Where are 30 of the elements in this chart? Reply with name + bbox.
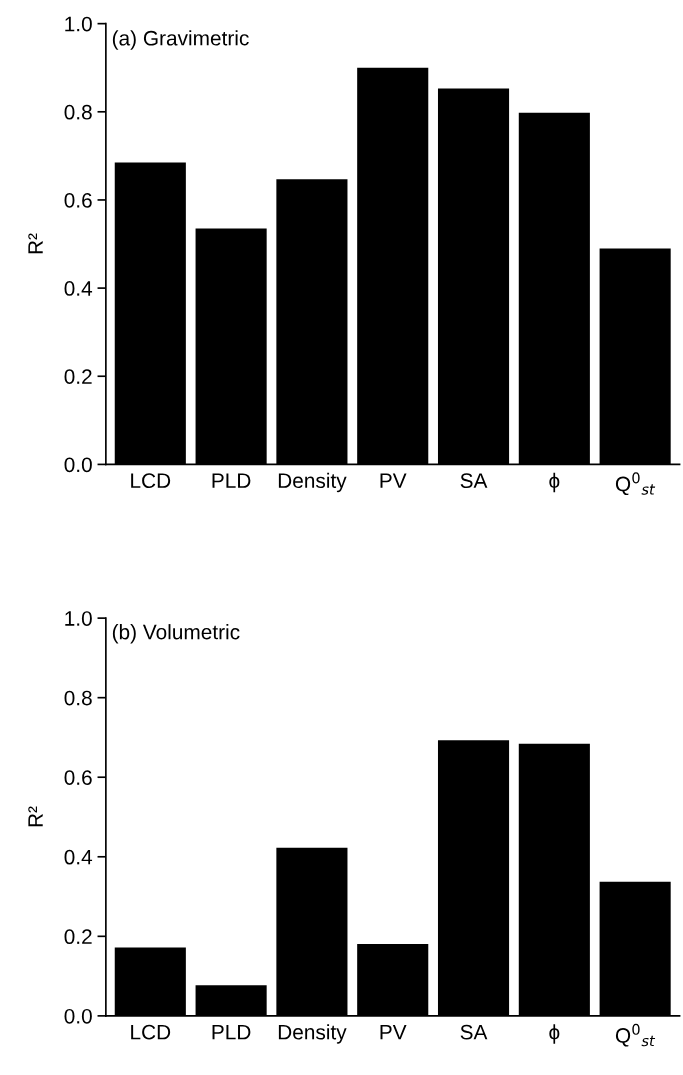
y-tick-label: 0.2	[64, 369, 92, 384]
x-tick-label: LCD	[131, 1024, 171, 1040]
x-tick-label: SA	[460, 473, 488, 489]
x-tick-label: Q$^{0}$$_{st}$	[615, 1023, 656, 1047]
annotation: (b) Volumetric	[112, 624, 240, 644]
x-tick-label: Q$^{0}$$_{st}$	[615, 472, 656, 496]
x-tick-label: SA	[460, 1024, 488, 1040]
y-tick-label: 0.2	[64, 929, 92, 945]
y-tick-label: 0.0	[64, 457, 92, 473]
y-axis-title: R²	[28, 806, 43, 827]
y-tick-label: 0.0	[64, 1008, 92, 1024]
y-tick-label: 1.0	[65, 16, 92, 32]
x-tick-label: LCD	[131, 473, 171, 489]
y-tick-label: 0.8	[64, 690, 92, 706]
y-tick-label: 0.8	[64, 104, 92, 120]
x-tick-label: PLD	[212, 473, 251, 488]
y-axis-title: R²	[28, 233, 43, 254]
x-tick-label: PV	[380, 473, 407, 488]
x-tick-label: ϕ	[549, 1024, 560, 1044]
y-tick-label: 0.4	[64, 281, 93, 296]
x-tick-label: PV	[380, 1024, 407, 1040]
x-tick-label: ϕ	[549, 472, 560, 493]
y-tick-label: 0.6	[64, 192, 92, 208]
y-tick-label: 1.0	[65, 611, 92, 626]
annotation: (a) Gravimetric	[112, 30, 249, 50]
y-tick-label: 0.4	[64, 849, 93, 865]
x-tick-label: Density	[278, 1024, 347, 1044]
x-tick-label: Density	[278, 472, 347, 493]
y-tick-label: 0.6	[64, 770, 92, 785]
x-tick-label: PLD	[212, 1024, 251, 1040]
